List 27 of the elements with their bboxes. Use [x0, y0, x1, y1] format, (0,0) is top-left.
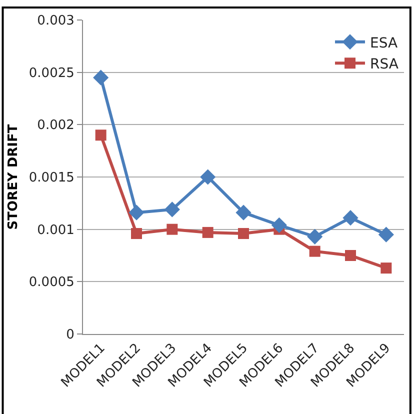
- point: [309, 246, 320, 257]
- y-tick-label: 0.003: [37, 14, 74, 29]
- y-tick-label: 0.0005: [28, 275, 74, 290]
- point: [380, 262, 392, 274]
- y-tick-label: 0.0025: [28, 66, 74, 81]
- y-tick-label: 0: [66, 328, 74, 343]
- point: [200, 169, 216, 185]
- point: [202, 226, 214, 238]
- point: [166, 224, 178, 235]
- point: [271, 217, 287, 233]
- point: [342, 210, 358, 226]
- y-tick-label: 0.0015: [28, 170, 74, 186]
- point: [131, 228, 142, 240]
- point: [236, 204, 252, 220]
- point: [164, 202, 180, 218]
- point: [345, 250, 356, 261]
- y-tick-label: 0.001: [37, 222, 74, 238]
- y-axis-title: STOREY DRIFT: [6, 124, 21, 230]
- point: [95, 130, 106, 141]
- point: [93, 70, 109, 86]
- point: [378, 226, 394, 242]
- point: [307, 228, 323, 244]
- legend-label: RSA: [370, 56, 399, 73]
- point: [128, 204, 144, 220]
- point: [238, 228, 249, 240]
- legend-label: ESA: [370, 35, 398, 52]
- y-tick-label: 0.002: [37, 118, 74, 134]
